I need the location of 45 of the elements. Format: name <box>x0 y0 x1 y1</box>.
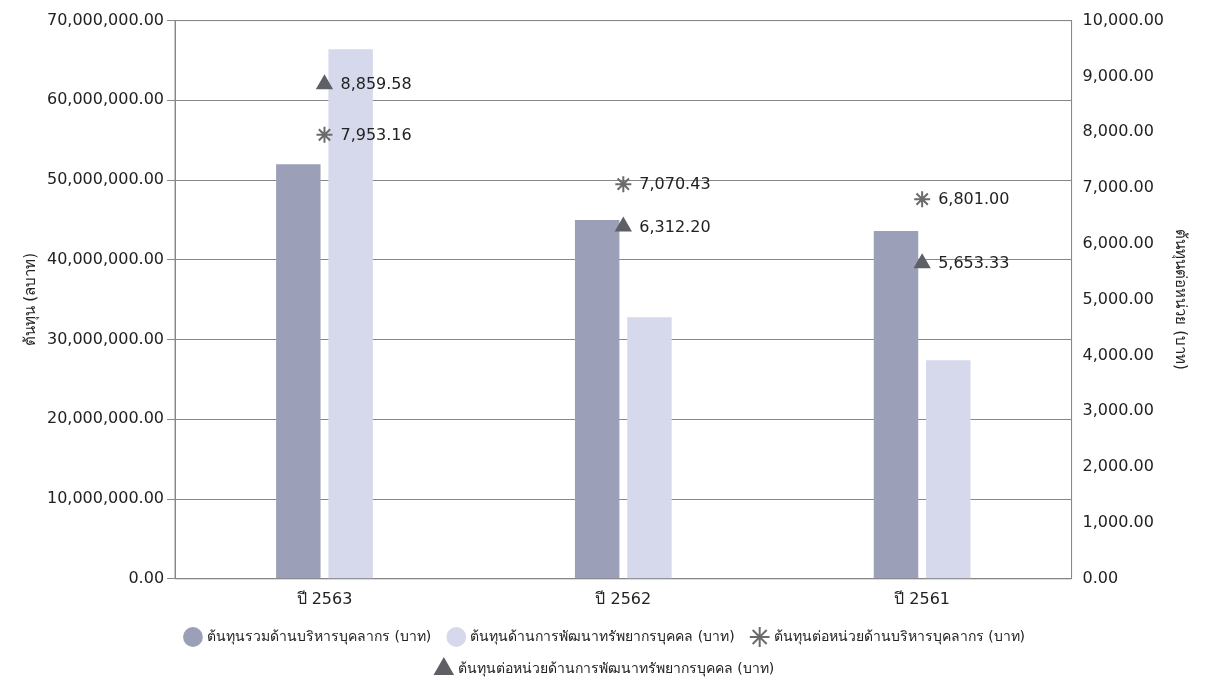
y-tick-label: 70,000,000.00 <box>46 9 165 29</box>
y2-axis-title: ต้นทุนต่อหน่วย (บาท) <box>1171 229 1191 370</box>
x-tick-label: ปี 2562 <box>595 588 652 608</box>
bar <box>574 219 620 579</box>
y2-tick-label: 8,000.00 <box>1082 121 1154 141</box>
legend-label: ต้นทุนด้านการพัฒนาทรัพยากรบุคคล (บาท) <box>470 627 735 645</box>
point <box>614 175 633 194</box>
y2-tick-label: 2,000.00 <box>1082 456 1154 476</box>
point <box>914 254 931 269</box>
y-tick-label: 10,000,000.00 <box>46 488 165 508</box>
y2-tick-label: 9,000.00 <box>1082 65 1154 85</box>
y-tick-label: 60,000,000.00 <box>46 89 165 109</box>
bar <box>627 317 672 579</box>
data-label: 7,953.16 <box>340 125 412 145</box>
y-tick-label: 30,000,000.00 <box>46 328 165 348</box>
data-label: 6,312.20 <box>639 216 711 236</box>
y-tick-label: 50,000,000.00 <box>46 169 165 189</box>
point <box>315 125 334 144</box>
y2-tick-label: 5,000.00 <box>1082 288 1154 308</box>
point <box>316 75 333 90</box>
y-tick-label: 40,000,000.00 <box>46 248 165 268</box>
y2-tick-label: 10,000.00 <box>1082 9 1165 29</box>
x-tick-label: ปี 2561 <box>894 588 951 608</box>
bar <box>873 231 919 579</box>
data-label: 5,653.33 <box>938 253 1010 273</box>
data-label: 8,859.58 <box>340 74 412 94</box>
data-label: 6,801.00 <box>938 189 1010 209</box>
y2-tick-label: 4,000.00 <box>1082 344 1154 364</box>
y2-tick-label: 3,000.00 <box>1082 400 1154 420</box>
point <box>913 190 932 209</box>
y2-tick-label: 0.00 <box>1082 567 1119 587</box>
y-tick-label: 0.00 <box>128 567 165 587</box>
point <box>615 217 632 232</box>
y2-tick-label: 6,000.00 <box>1082 233 1154 253</box>
y-tick-label: 20,000,000.00 <box>46 408 165 428</box>
legend-label: ต้นทุนต่อหน่วยด้านการพัฒนาทรัพยากรบุคคล (บาท) <box>457 659 775 677</box>
legend-label: ต้นทุนรวมด้านบริหารบุคลากร (บาท) <box>206 627 432 645</box>
x-tick-label: ปี 2563 <box>296 588 353 608</box>
data-label: 7,070.43 <box>639 174 711 194</box>
legend-label: ต้นทุนต่อหน่วยด้านบริหารบุคลากร (บาท) <box>773 627 1026 645</box>
y-axis-title: ต้นทุน (ลบาท) <box>20 252 40 347</box>
y2-tick-label: 1,000.00 <box>1082 512 1154 532</box>
y2-tick-label: 7,000.00 <box>1082 177 1154 197</box>
bar <box>276 164 321 579</box>
bar <box>926 360 971 579</box>
